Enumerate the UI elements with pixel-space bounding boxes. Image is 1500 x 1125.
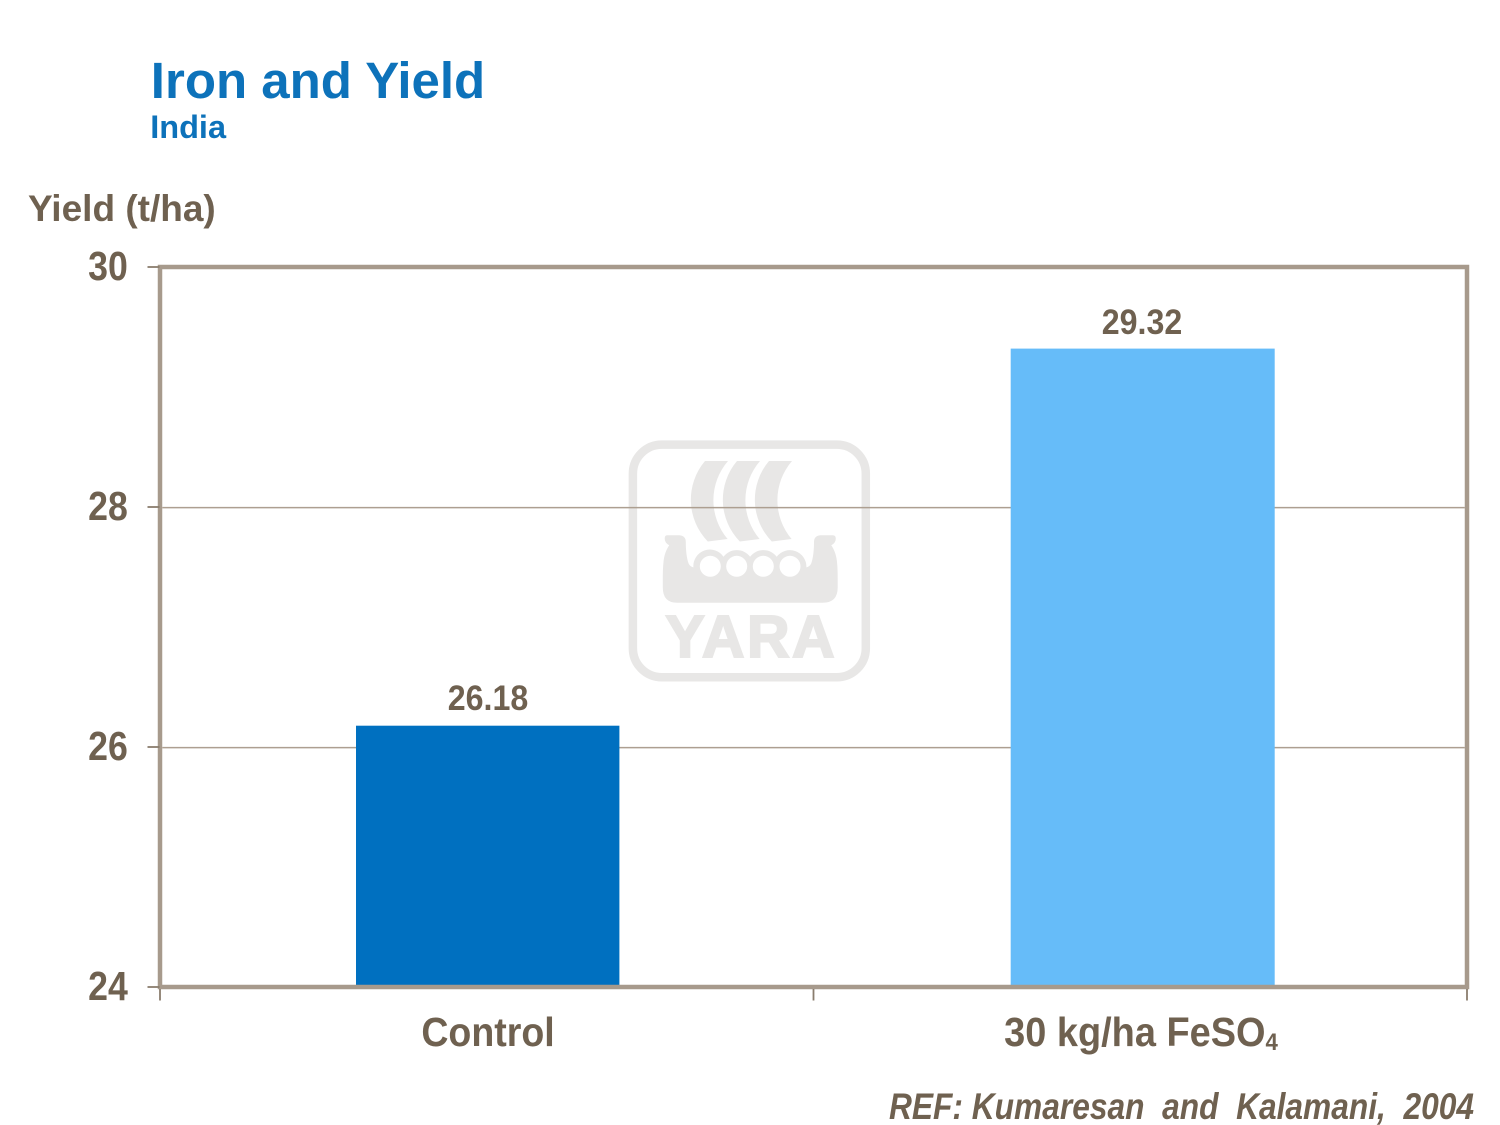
svg-text:YARA: YARA	[665, 604, 837, 670]
